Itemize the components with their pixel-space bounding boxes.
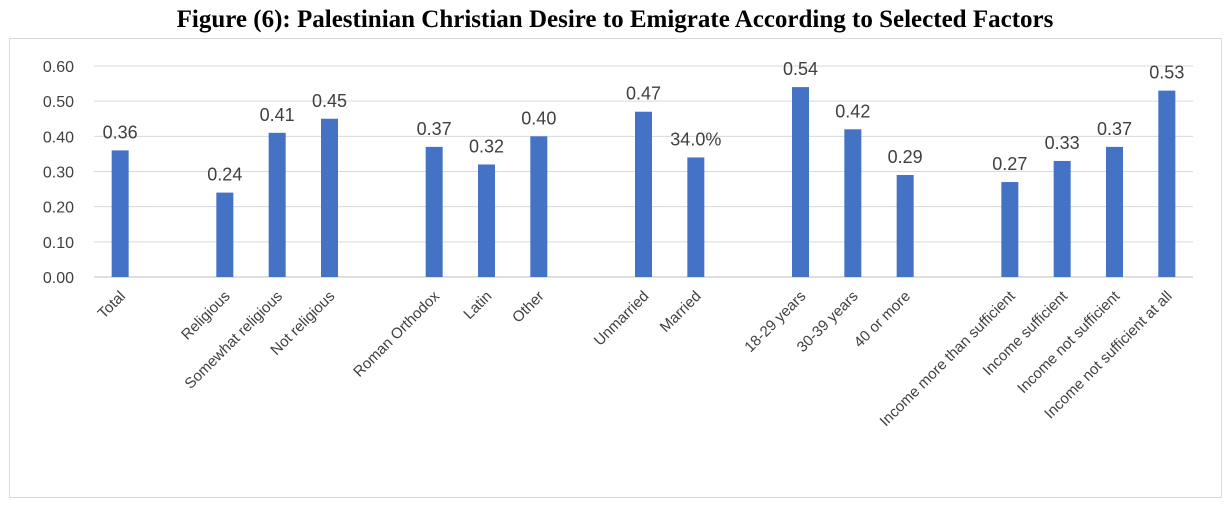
x-tick-label: Total xyxy=(95,288,129,322)
bar xyxy=(687,157,705,277)
bar xyxy=(425,146,443,277)
bar xyxy=(321,118,338,277)
y-tick-label: 0.50 xyxy=(43,94,74,111)
data-label: 0.37 xyxy=(1097,119,1132,139)
data-label: 0.47 xyxy=(626,84,661,104)
x-tick-label: Income not sufficient xyxy=(1014,287,1124,397)
bar xyxy=(1158,90,1176,277)
x-tick-label: Roman Orthodox xyxy=(350,287,443,380)
bar-chart: 0.00 0.10 0.20 0.30 0.40 0.50 0.60 0.36 Total 0.2… xyxy=(43,59,1193,430)
data-label: 0.41 xyxy=(260,105,295,125)
data-label: 0.29 xyxy=(888,147,923,167)
data-label: 0.24 xyxy=(207,165,242,185)
y-tick-label: 0.20 xyxy=(43,200,74,217)
x-tick-label: Unmarried xyxy=(591,288,653,350)
chart-area: 0.00 0.10 0.20 0.30 0.40 0.50 0.60 0.36 Total 0.2… xyxy=(9,38,1222,498)
bar xyxy=(792,87,809,277)
bar xyxy=(1001,182,1019,277)
data-label: 34.0% xyxy=(670,129,721,149)
x-tick-label: Somewhat religious xyxy=(181,288,286,393)
bar xyxy=(478,164,495,277)
x-tick-label: Latin xyxy=(460,288,495,323)
data-label: 0.37 xyxy=(417,119,452,139)
bar xyxy=(216,192,234,277)
data-label: 0.54 xyxy=(783,59,818,79)
y-tick-label: 0.00 xyxy=(43,270,74,287)
data-label: 0.40 xyxy=(521,108,556,128)
y-tick-label: 0.40 xyxy=(43,129,74,146)
data-label: 0.27 xyxy=(992,154,1027,174)
chart-title: Figure (6): Palestinian Christian Desire… xyxy=(176,6,1054,33)
bar xyxy=(844,129,862,277)
x-tick-label: Other xyxy=(509,288,548,327)
y-tick-label: 0.10 xyxy=(43,235,74,252)
data-label: 0.53 xyxy=(1149,63,1184,83)
x-tick-label: 40 or more xyxy=(851,288,914,351)
y-tick-label: 0.60 xyxy=(43,59,74,76)
x-tick-label: Married xyxy=(657,288,705,336)
data-label: 0.42 xyxy=(835,101,870,121)
bar xyxy=(896,175,914,277)
bar xyxy=(530,136,548,277)
bar xyxy=(635,111,652,277)
bar xyxy=(1106,146,1123,277)
data-label: 0.36 xyxy=(103,122,138,142)
data-label: 0.32 xyxy=(469,136,504,156)
data-label: 0.45 xyxy=(312,91,347,111)
y-tick-label: 0.30 xyxy=(43,165,74,182)
bar xyxy=(1053,160,1071,277)
bar xyxy=(111,150,129,277)
bar xyxy=(268,132,286,277)
data-label: 0.33 xyxy=(1045,133,1080,153)
